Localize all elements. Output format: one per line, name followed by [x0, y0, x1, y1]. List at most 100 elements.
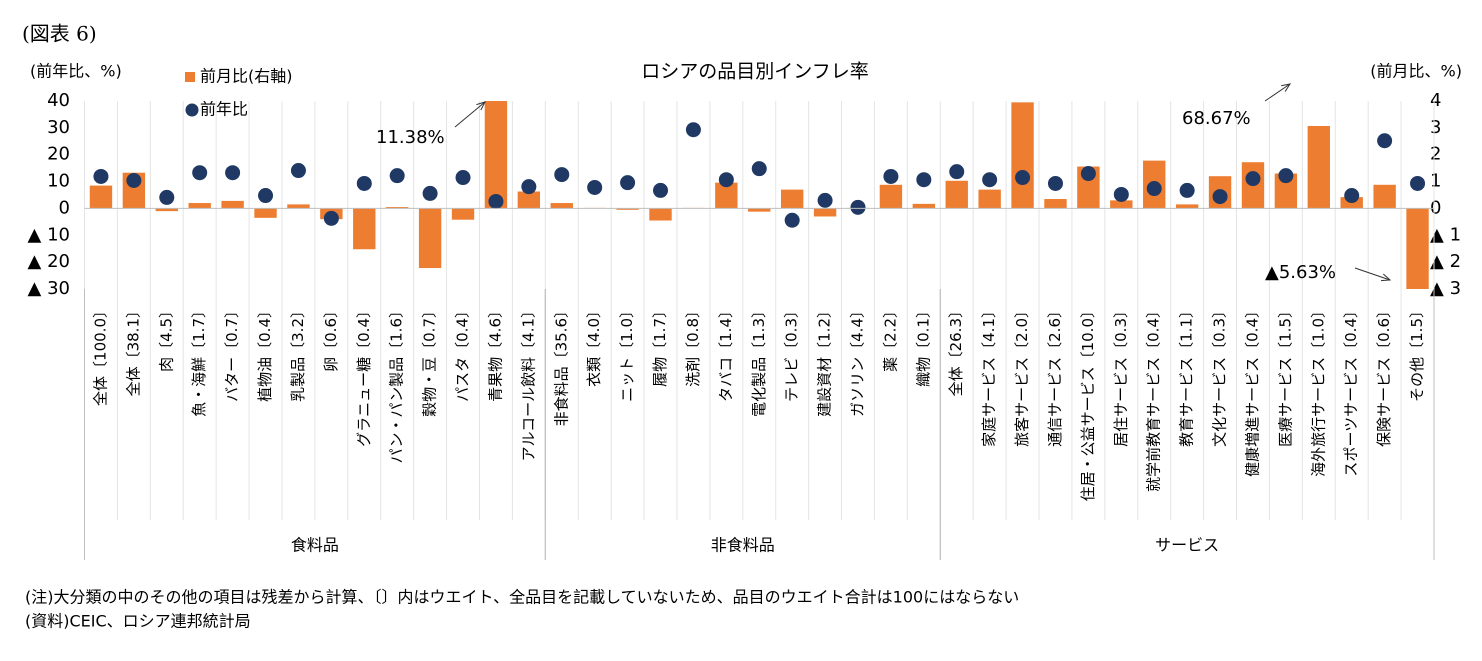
y2-axis-title: (前月比、%) [1370, 62, 1462, 81]
dot [1047, 175, 1063, 191]
x-tick-label: 住居・公益サービス〔10.0〕 [1079, 303, 1097, 501]
x-tick-label: 肉〔4.5〕 [157, 303, 175, 372]
dot [225, 165, 241, 181]
bar [155, 208, 178, 212]
x-tick-label: 建設資材〔1.2〕 [816, 303, 834, 417]
y-tick-label: 0 [59, 197, 70, 218]
x-tick-label: 保険サービス〔0.6〕 [1375, 303, 1393, 447]
x-tick-label: 全体〔38.1〕 [124, 303, 142, 396]
group-label: 非食料品 [711, 536, 775, 555]
dot [521, 179, 537, 195]
bar [287, 204, 310, 209]
bar [813, 208, 837, 217]
dot [620, 175, 636, 191]
bar [1110, 200, 1133, 209]
bar [1044, 199, 1067, 209]
dot [1080, 166, 1096, 182]
x-tick-label: ガソリン〔4.4〕 [848, 303, 866, 417]
dot [1146, 181, 1162, 197]
y-tick-label: ▲ 20 [28, 251, 70, 272]
x-tick-label: 健康増進サービス〔0.4〕 [1243, 303, 1261, 477]
bar [1274, 173, 1298, 209]
dot [192, 165, 208, 181]
annotation-arrowhead [1380, 273, 1392, 282]
dot [159, 189, 175, 205]
chart-title: ロシアの品目別インフレ率 [641, 61, 868, 83]
y2-tick-label: 0 [1430, 197, 1441, 218]
x-tick-label: 就学前教育サービス〔0.4〕 [1145, 303, 1163, 492]
dot [587, 179, 603, 195]
x-tick-label: 通信サービス〔2.6〕 [1046, 303, 1064, 447]
plot-area [89, 101, 1429, 289]
y-tick-label: ▲ 30 [28, 278, 70, 299]
x-tick-label: テレビ〔0.3〕 [783, 303, 801, 402]
y-tick-label: 30 [47, 117, 70, 138]
dot [1245, 171, 1261, 187]
dot [93, 168, 109, 184]
dot [1344, 188, 1360, 204]
bar [484, 101, 508, 209]
y2-tick-label: 1 [1430, 171, 1441, 192]
x-tick-label: 海外旅行サービス〔1.0〕 [1309, 303, 1327, 477]
bar [616, 208, 639, 210]
y2-tick-label: ▲ 2 [1430, 251, 1461, 272]
figure-label: (図表 6) [22, 22, 97, 46]
dot [258, 188, 274, 204]
bar [715, 182, 738, 209]
x-tick-label: 織物〔0.1〕 [914, 303, 932, 387]
dot [1377, 133, 1393, 149]
bar [1373, 184, 1396, 209]
bar [451, 208, 475, 220]
bar [945, 180, 968, 209]
y2-tick-label: 4 [1430, 90, 1441, 111]
bar [780, 189, 804, 209]
x-tick-label: スポーツサービス〔0.4〕 [1342, 303, 1360, 477]
bar [649, 208, 672, 221]
y2-tick-label: 2 [1430, 144, 1441, 165]
legend-swatch [185, 103, 199, 117]
x-tick-label: 教育サービス〔1.1〕 [1178, 303, 1196, 447]
bar [1307, 125, 1330, 209]
x-tick-label: タバコ〔1.4〕 [717, 303, 735, 402]
dot [126, 172, 142, 188]
annotation-arrow [1354, 267, 1391, 281]
x-tick-label: 植物油〔0.4〕 [256, 303, 274, 402]
dot [653, 182, 669, 198]
x-tick-label: 全体〔26.3〕 [947, 303, 965, 396]
dot [718, 172, 734, 188]
dot [1410, 175, 1426, 191]
bar [1011, 102, 1034, 209]
dot [323, 210, 339, 226]
group-label: サービス [1155, 536, 1219, 555]
x-tick-label: 文化サービス〔0.3〕 [1211, 303, 1229, 447]
x-tick-label: パン・パン製品〔1.6〕 [388, 303, 406, 463]
x-tick-label: 青果物〔4.6〕 [486, 303, 504, 402]
x-tick-label: 洗剤〔0.8〕 [684, 303, 702, 387]
dot [455, 170, 471, 186]
note: (資料)CEIC、ロシア連邦統計局 [25, 612, 251, 631]
x-tick-label: その他〔1.5〕 [1408, 303, 1426, 402]
dot [290, 163, 306, 179]
x-tick-label: 医療サービス〔1.5〕 [1276, 303, 1294, 447]
dot [1113, 186, 1129, 202]
dot [883, 168, 899, 184]
y2-tick-label: ▲ 1 [1430, 224, 1461, 245]
x-tick-label: 電化製品〔1.3〕 [750, 303, 768, 417]
bar [353, 208, 376, 250]
y-tick-label: 20 [47, 144, 70, 165]
y-tick-label: ▲ 10 [28, 224, 70, 245]
dot [1015, 170, 1031, 186]
group-label: 食料品 [291, 536, 339, 555]
dot [751, 161, 767, 177]
note: (注)大分類の中のその他の項目は残差から計算、〔〕内はウエイト、全品目を記載して… [25, 588, 1019, 607]
dot [982, 172, 998, 188]
bar [912, 203, 936, 209]
legend-label: 前年比 [200, 100, 248, 119]
dot [784, 212, 800, 228]
bar [418, 208, 442, 269]
bar [1175, 204, 1199, 209]
x-tick-label: 衣類〔4.0〕 [585, 303, 603, 387]
dot [554, 167, 570, 183]
y-tick-label: 10 [47, 171, 70, 192]
